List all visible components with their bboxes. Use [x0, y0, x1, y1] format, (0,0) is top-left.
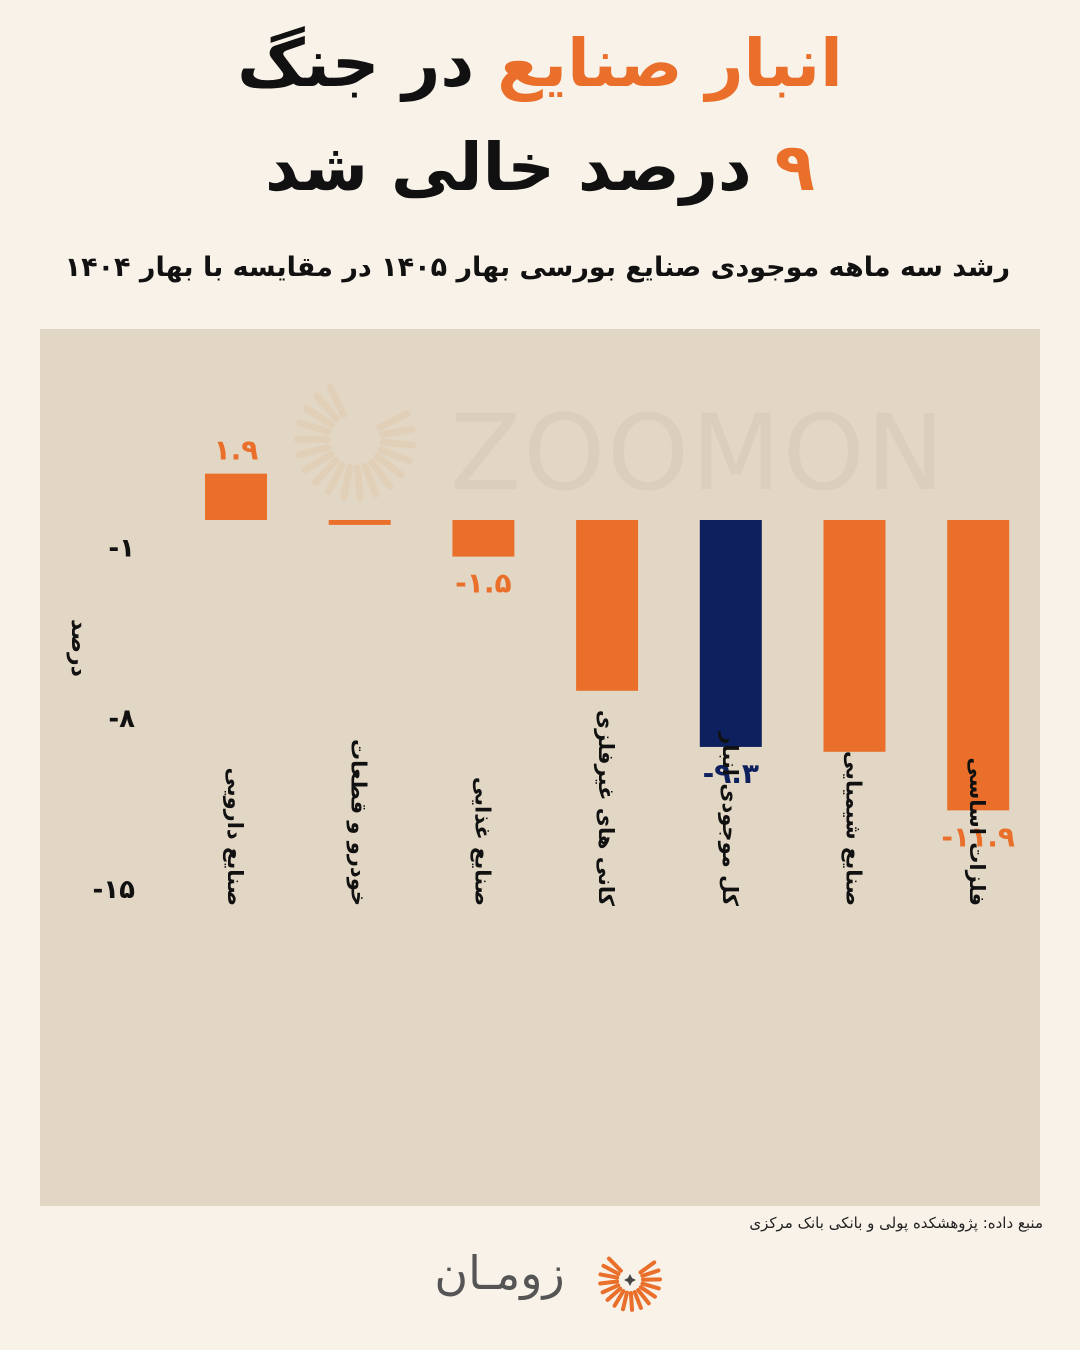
watermark-ray [326, 383, 347, 419]
logo-star [624, 1274, 636, 1286]
title-rest: در جنگ [237, 25, 498, 102]
logo-ray [601, 1263, 621, 1276]
watermark-ray [368, 458, 394, 490]
watermark: ZOOMON [450, 392, 947, 514]
logo-ray [640, 1281, 661, 1291]
data-label: -۱۱.۹ [941, 820, 1015, 853]
title-accent: انبار صنایع [497, 25, 843, 102]
x-tick-label: خودرو و قطعات [347, 739, 371, 906]
logo-ray [598, 1272, 620, 1280]
bar [328, 520, 391, 525]
title-line2-accent: ۹ [774, 129, 815, 206]
watermark-ray [293, 435, 331, 444]
sunburst-icon [598, 1256, 662, 1312]
watermark-ray [353, 464, 364, 502]
logo-ray [628, 1290, 635, 1312]
x-tick-label: صنایع دارویی [223, 767, 247, 906]
title-line-2: ۹ درصد خالی شد [0, 116, 1080, 220]
logo-ray [636, 1288, 651, 1306]
bar [947, 520, 1010, 811]
logo-ray [638, 1260, 657, 1275]
watermark-ray [373, 453, 405, 479]
title-line2-rest: درصد خالی شد [265, 129, 775, 206]
watermark-ray [361, 462, 380, 498]
y-axis-label: درصد [66, 619, 91, 677]
logo-ray [598, 1279, 620, 1286]
data-label: -۹.۳ [703, 757, 759, 790]
bar [452, 520, 515, 557]
data-label: -۱.۵ [455, 567, 511, 600]
watermark-ray [325, 461, 346, 496]
x-tick-label: کل موجودی انبار [718, 731, 742, 906]
logo-ray [600, 1283, 621, 1295]
source-note: منبع داده: پژوهشکده پولی و بانکی بانک مر… [749, 1214, 1043, 1232]
watermark-ray [378, 425, 416, 439]
logo-ray [612, 1289, 626, 1308]
watermark-ray [377, 446, 413, 465]
watermark-ray [311, 456, 340, 486]
watermark-ray [379, 438, 417, 449]
bar [205, 473, 267, 520]
bar [699, 520, 762, 747]
logo-ray [606, 1256, 623, 1273]
bar [823, 520, 886, 752]
logo-ray [605, 1286, 623, 1302]
x-tick-label: صنایع شیمیایی [842, 751, 866, 906]
brand-logo: زومـان [412, 1242, 672, 1318]
watermark-ray [340, 463, 354, 501]
logo-ray [638, 1285, 657, 1299]
watermark-ray [301, 450, 335, 474]
y-tick-label: -۸ [108, 704, 135, 734]
data-label: ۱.۹ [214, 434, 259, 467]
x-tick-label: صنایع غذایی [470, 777, 494, 906]
title-line-1: انبار صنایع در جنگ [0, 12, 1080, 116]
watermark-ray [295, 443, 332, 459]
logo-ray [640, 1268, 661, 1278]
chart-title: انبار صنایع در جنگ ۹ درصد خالی شد [0, 12, 1080, 220]
watermark-ray [302, 404, 336, 429]
chart-subtitle: رشد سه ماهه موجودی صنایع بورسی بهار ۱۴۰۵… [64, 252, 1010, 283]
logo-ray [620, 1290, 629, 1312]
bar [576, 520, 639, 691]
x-tick-label: کانی های غیرفلزی [594, 710, 618, 907]
y-tick-label: -۱ [108, 533, 135, 563]
x-tick-label: فلزات اساسی [965, 757, 989, 906]
logo-text: زومـان [434, 1246, 565, 1300]
watermark-ray [376, 410, 411, 431]
y-tick-label: -۱۵ [92, 875, 135, 905]
watermark-ray [313, 392, 341, 423]
logo-ray [632, 1290, 643, 1310]
watermark-ray [296, 419, 332, 436]
